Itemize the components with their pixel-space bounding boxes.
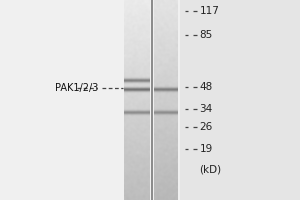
Text: 34: 34 <box>200 104 213 114</box>
Text: 19: 19 <box>200 144 213 154</box>
Text: 117: 117 <box>200 6 219 16</box>
Text: 26: 26 <box>200 122 213 132</box>
Text: 48: 48 <box>200 82 213 92</box>
Text: 85: 85 <box>200 30 213 40</box>
Text: PAK1/2/3: PAK1/2/3 <box>56 83 99 93</box>
Text: (kD): (kD) <box>200 164 222 174</box>
